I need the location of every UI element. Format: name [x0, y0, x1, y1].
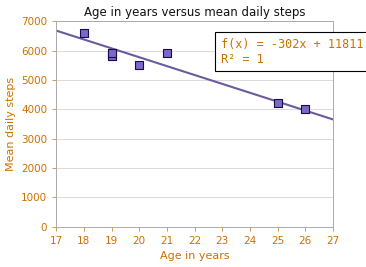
Text: f(x) = -302x + 11811
R² = 1: f(x) = -302x + 11811 R² = 1: [221, 38, 363, 66]
Point: [136, 63, 142, 67]
Point: [109, 51, 115, 56]
Point: [302, 107, 308, 111]
Title: Age in years versus mean daily steps: Age in years versus mean daily steps: [84, 6, 305, 18]
Point: [274, 101, 280, 105]
Point: [164, 51, 170, 56]
Point: [81, 31, 87, 35]
Point: [109, 54, 115, 58]
Y-axis label: Mean daily steps: Mean daily steps: [5, 77, 16, 171]
X-axis label: Age in years: Age in years: [160, 252, 229, 261]
